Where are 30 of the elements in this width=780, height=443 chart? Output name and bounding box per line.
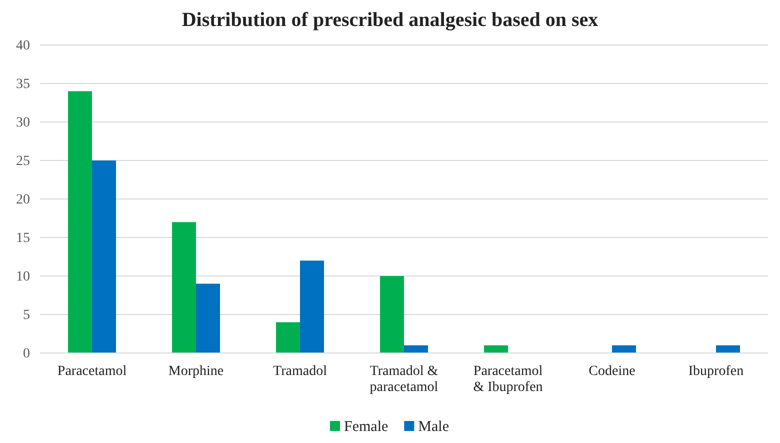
x-tick-label: Ibuprofen <box>688 364 744 379</box>
legend-label: Male <box>418 419 450 435</box>
bar <box>716 345 740 353</box>
y-tick-label: 15 <box>16 230 30 246</box>
chart-title: Distribution of prescribed analgesic based on sex <box>182 9 598 31</box>
x-tick-label: Paracetamol & Ibuprofen <box>473 364 543 395</box>
bar <box>172 222 196 353</box>
bar <box>68 91 92 353</box>
x-tick-label: Tramadol <box>273 364 328 379</box>
y-tick-label: 30 <box>16 115 30 130</box>
y-tick-label: 25 <box>16 154 30 169</box>
y-tick-label: 0 <box>23 346 30 362</box>
legend-label: Female <box>344 419 388 435</box>
x-tick-label: Paracetamol <box>57 364 127 379</box>
bar <box>380 276 404 353</box>
y-tick-label: 5 <box>23 308 30 323</box>
x-tick-label: Morphine <box>168 364 224 379</box>
x-tick-label: Codeine <box>588 364 636 379</box>
bar <box>276 322 300 353</box>
y-tick-label: 35 <box>16 76 30 92</box>
bar <box>196 284 220 353</box>
y-tick-label: 10 <box>16 269 30 284</box>
bar <box>92 160 116 353</box>
bar <box>484 345 508 353</box>
bar <box>404 345 428 353</box>
bar <box>612 345 636 353</box>
x-tick-label: Tramadol & paracetamol <box>370 364 438 395</box>
y-tick-label: 40 <box>16 38 30 54</box>
y-tick-label: 20 <box>16 192 30 208</box>
bar <box>300 260 324 353</box>
